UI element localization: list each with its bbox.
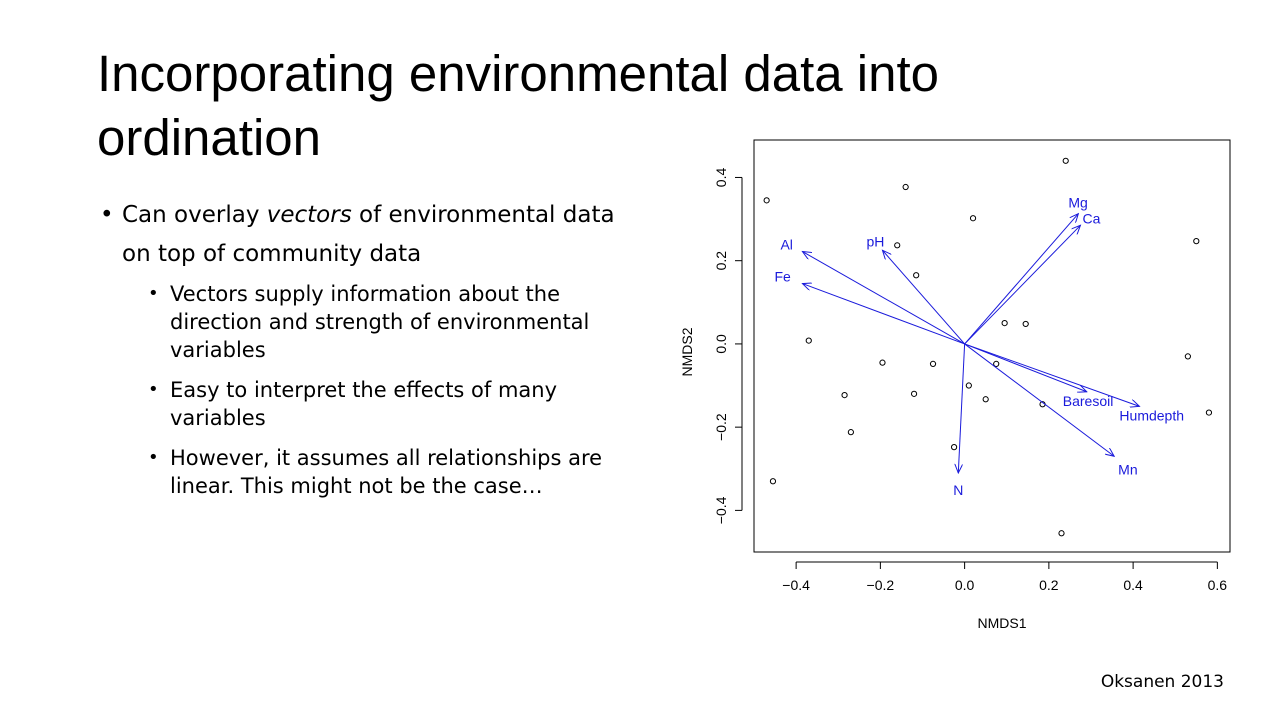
x-tick-label: 0.6 [1208, 577, 1228, 593]
bullet-item: Can overlay vectors of environmental dat… [100, 196, 640, 274]
sub-bullet-item: However, it assumes all relationships ar… [148, 444, 640, 500]
data-point [1058, 530, 1065, 537]
plot-frame [753, 139, 1231, 553]
bullet-text-end: of environmental data on top of communit… [122, 202, 615, 267]
y-tick-label: 0.0 [713, 334, 729, 354]
data-point [763, 197, 770, 204]
vector-arrow-n [958, 343, 966, 473]
data-point [965, 382, 972, 389]
vector-arrow-ca [964, 225, 1081, 345]
data-point [847, 429, 854, 436]
vector-arrow-fe [802, 284, 965, 345]
vector-label-mg: Mg [1068, 195, 1087, 211]
vector-arrow-mg [964, 214, 1079, 345]
vector-arrow-al [802, 252, 965, 345]
data-point [910, 390, 918, 397]
data-point [1205, 409, 1213, 416]
data-point [1193, 238, 1200, 245]
data-point [879, 359, 886, 366]
vector-arrow-humdepth [964, 343, 1140, 406]
vector-arrow-mn [964, 343, 1115, 456]
bullet-emphasis: vectors [266, 202, 352, 228]
sub-bullet-item: Vectors supply information about the dir… [148, 280, 640, 364]
data-point [982, 396, 989, 403]
y-tick-label: 0.2 [713, 251, 729, 271]
data-point [929, 360, 937, 367]
x-tick-label: −0.4 [782, 577, 810, 593]
data-point [902, 183, 909, 191]
slide-title: Incorporating environmental data into or… [97, 45, 940, 166]
sub-bullet-item: Easy to interpret the effects of many va… [148, 376, 640, 432]
vector-label-al: Al [780, 237, 792, 253]
data-point [913, 272, 920, 279]
x-axis-label: NMDS1 [977, 615, 1026, 631]
x-tick-label: 0.2 [1039, 577, 1059, 593]
vector-arrow-baresoil [964, 343, 1087, 392]
x-tick-label: 0.4 [1123, 577, 1143, 593]
bullet-list: Can overlay vectors of environmental dat… [100, 196, 640, 512]
data-point [841, 392, 848, 399]
y-axis-label: NMDS2 [679, 327, 695, 376]
data-point [769, 478, 777, 485]
citation: Oksanen 2013 [1100, 672, 1224, 692]
data-point [1001, 320, 1008, 327]
vector-label-baresoil: Baresoil [1063, 393, 1114, 409]
data-point [894, 242, 901, 249]
data-point [1062, 157, 1069, 164]
bullet-text-start: Can overlay [122, 202, 267, 228]
data-point [950, 444, 958, 451]
vector-label-ca: Ca [1082, 210, 1100, 226]
data-point [1022, 320, 1029, 328]
x-tick-label: 0.0 [955, 577, 975, 593]
data-point [969, 215, 977, 222]
data-point [993, 360, 1000, 367]
y-tick-label: 0.4 [713, 168, 729, 188]
vector-label-mn: Mn [1118, 461, 1137, 477]
vector-label-ph: pH [866, 233, 884, 249]
ordination-plot: −0.4 −0.2 0.0 0.2 0.4 0.6 NMDS1 −0.4 −0.2 0.0 0.2 0… [679, 139, 1231, 631]
vector-label-fe: Fe [774, 269, 791, 285]
vector-label-n: N [953, 482, 963, 498]
vector-arrow-ph [882, 250, 965, 345]
y-tick-label: −0.4 [713, 496, 729, 524]
data-point [1184, 353, 1191, 360]
vector-label-humdepth: Humdepth [1119, 407, 1184, 423]
y-tick-label: −0.2 [713, 413, 729, 441]
data-point [805, 337, 812, 344]
x-tick-label: −0.2 [867, 577, 895, 593]
